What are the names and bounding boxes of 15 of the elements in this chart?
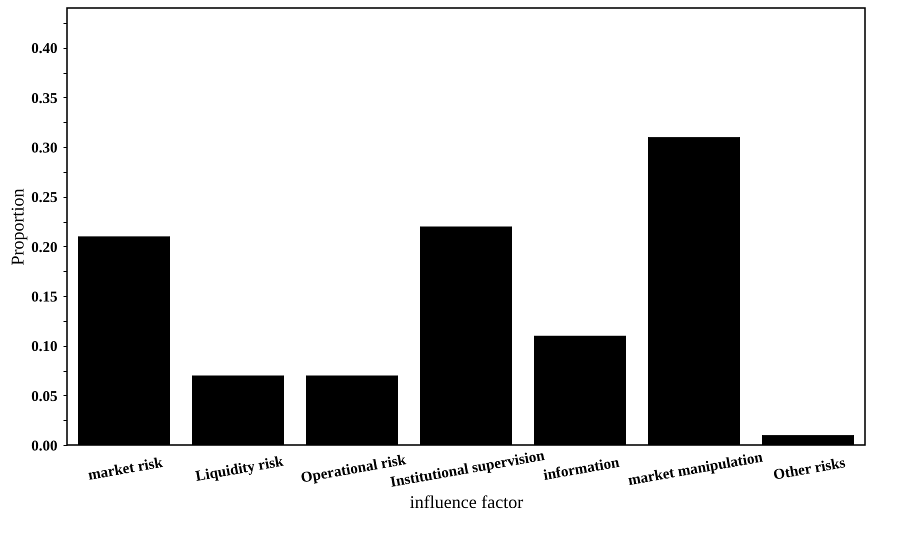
y-tick-label: 0.05 <box>31 388 58 405</box>
y-axis-title: Proportion <box>7 188 28 266</box>
y-tick-label: 0.00 <box>31 438 58 454</box>
y-tick-label: 0.25 <box>31 190 58 206</box>
x-tick-label: Liquidity risk <box>194 454 286 485</box>
y-tick-label: 0.30 <box>31 140 58 157</box>
y-tick-label: 0.20 <box>31 240 58 256</box>
y-tick-label: 0.40 <box>31 41 58 58</box>
y-tick-label: 0.10 <box>31 339 58 356</box>
y-tick-label: 0.35 <box>31 90 58 107</box>
x-tick-label: market risk <box>86 454 165 484</box>
x-axis-title: influence factor <box>410 492 524 512</box>
y-tick-label: 0.15 <box>31 290 58 306</box>
x-tick-label: Other risks <box>772 455 847 484</box>
x-tick-label: market manipulation <box>626 450 765 490</box>
